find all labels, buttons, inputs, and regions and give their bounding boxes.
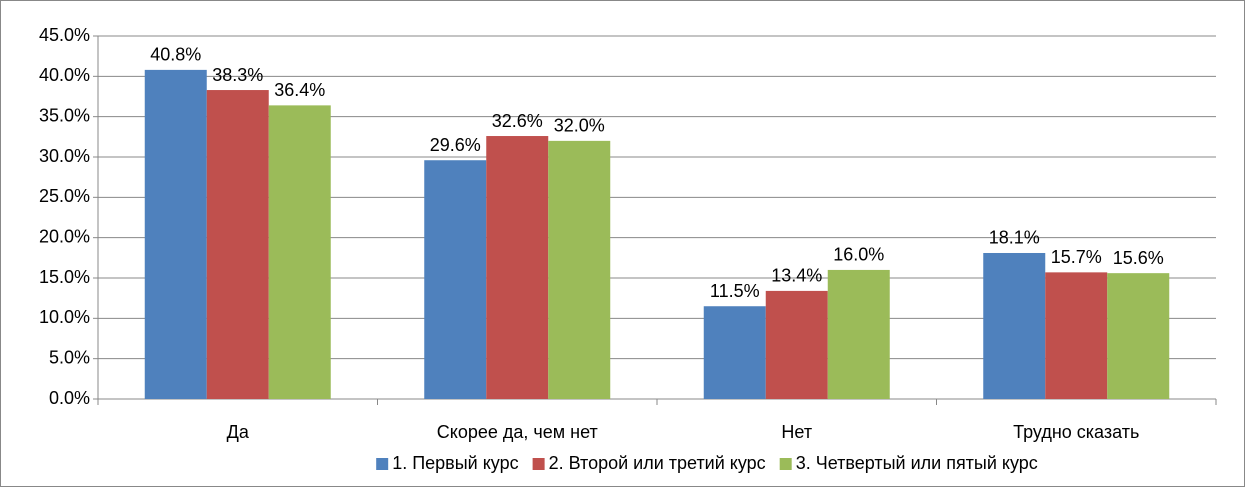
legend-label: 3. Четвертый или пятый курс: [796, 453, 1038, 473]
y-tick-label: 0.0%: [49, 388, 90, 408]
x-tick-label: Скорее да, чем нет: [437, 422, 598, 442]
data-label: 29.6%: [430, 135, 481, 155]
y-tick-label: 5.0%: [49, 347, 90, 367]
data-label: 15.7%: [1051, 247, 1102, 267]
bar: [268, 105, 331, 399]
x-tick-label: Трудно сказать: [1013, 422, 1139, 442]
bar: [424, 160, 487, 399]
data-label: 32.6%: [492, 111, 543, 131]
data-label: 16.0%: [833, 245, 884, 265]
x-tick-label: Нет: [781, 422, 812, 442]
data-label: 36.4%: [274, 80, 325, 100]
data-label: 11.5%: [710, 281, 760, 301]
bar: [1107, 273, 1170, 399]
y-tick-label: 40.0%: [39, 65, 90, 85]
y-tick-label: 20.0%: [39, 226, 90, 246]
data-label: 18.1%: [989, 228, 1040, 248]
data-label: 40.8%: [150, 45, 201, 65]
bar: [486, 136, 549, 399]
bar: [144, 69, 207, 399]
data-label: 38.3%: [212, 65, 263, 85]
bar: [548, 140, 611, 399]
data-label: 13.4%: [771, 266, 822, 286]
y-tick-label: 15.0%: [39, 267, 90, 287]
bar: [1045, 272, 1108, 399]
y-tick-label: 45.0%: [39, 25, 90, 45]
legend-label: 2. Второй или третий курс: [549, 453, 766, 473]
legend-swatch: [376, 458, 389, 470]
bar: [206, 90, 269, 400]
x-tick-label: Да: [227, 422, 250, 442]
bar: [703, 306, 766, 399]
y-tick-label: 25.0%: [39, 186, 90, 206]
data-label: 32.0%: [554, 116, 605, 136]
y-tick-label: 30.0%: [39, 146, 90, 166]
legend-swatch: [532, 458, 545, 470]
y-tick-label: 35.0%: [39, 105, 90, 125]
bar: [983, 252, 1046, 399]
legend-label: 1. Первый курс: [392, 453, 518, 473]
bar: [765, 290, 828, 399]
legend-swatch: [779, 458, 792, 470]
data-label: 15.6%: [1113, 248, 1164, 268]
y-tick-label: 10.0%: [39, 307, 90, 327]
bar: [827, 269, 890, 399]
